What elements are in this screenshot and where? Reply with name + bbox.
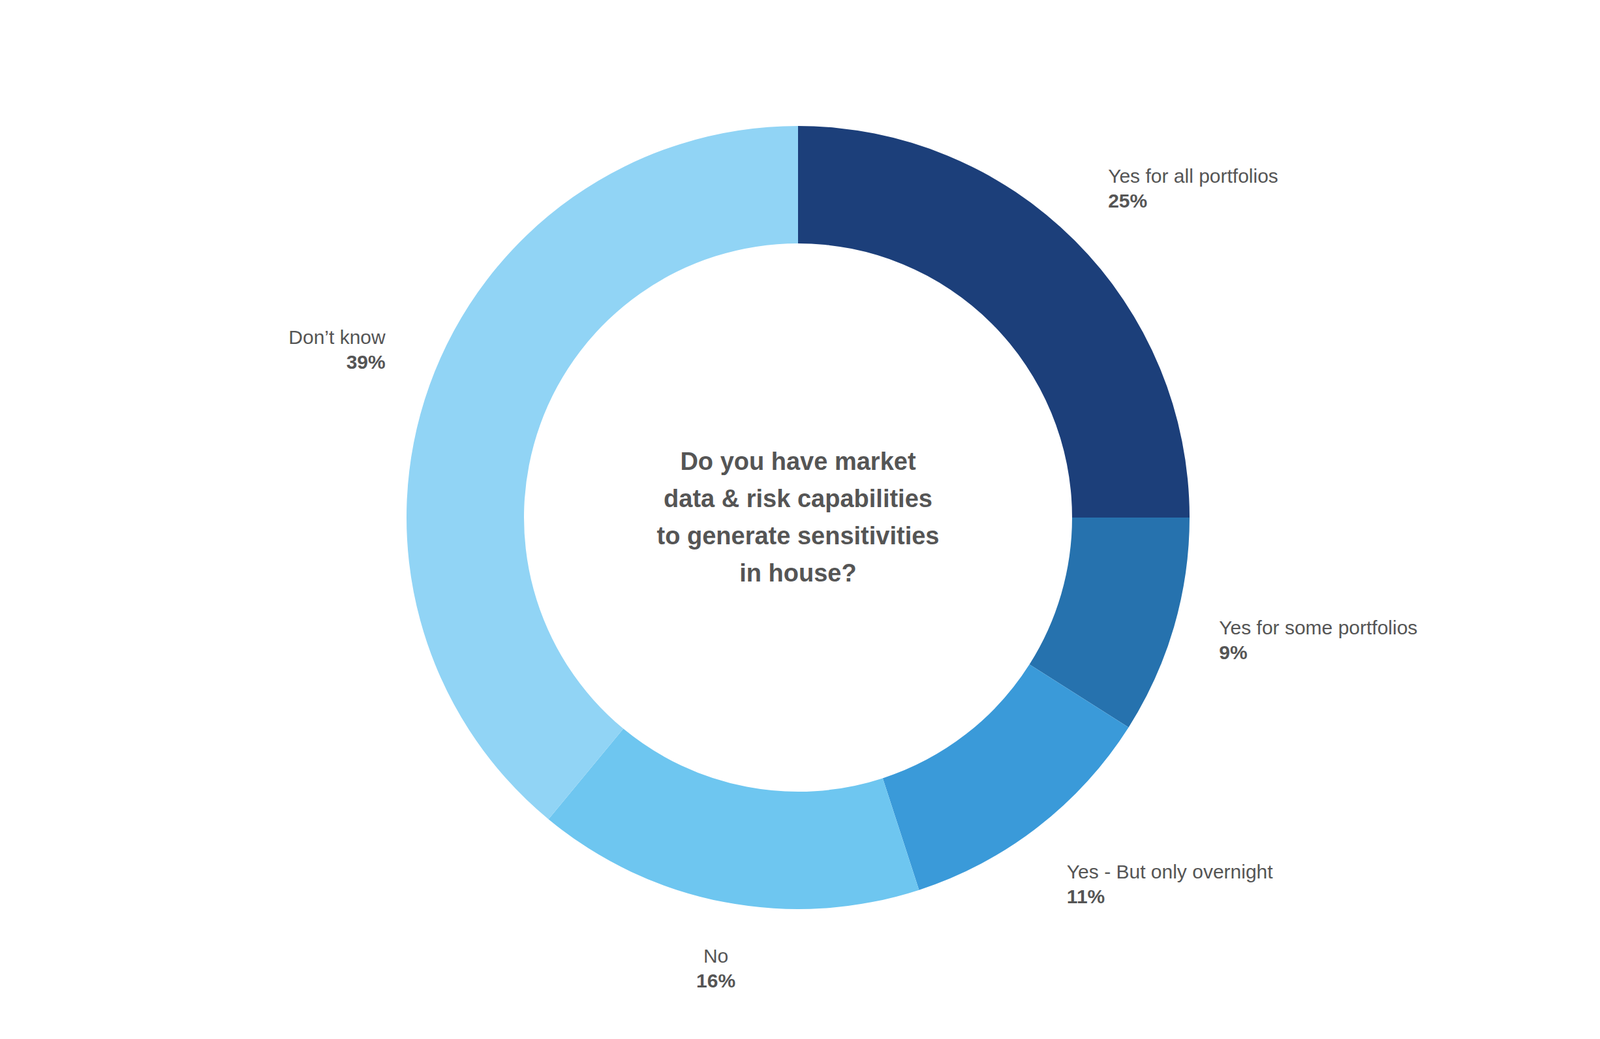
html-text:Do you have market: Do you have market xyxy=(680,447,916,476)
svg-text:Yes - But only overnight11%: Yes - But only overnight11% xyxy=(1066,860,1274,908)
svg-text:Yes for some portfolios9%: Yes for some portfolios9% xyxy=(1218,616,1418,663)
svg-text:Don’t know39%: Don’t know39% xyxy=(288,326,386,373)
svg-text:Yes for all portfolios25%: Yes for all portfolios25% xyxy=(1107,165,1279,212)
html-text:to generate sensitivities: to generate sensitivities xyxy=(656,522,940,550)
html-text:data & risk capabilities: data & risk capabilities xyxy=(663,484,933,513)
svg-text:No16%: No16% xyxy=(696,944,736,992)
html-text:in house?: in house? xyxy=(739,559,857,587)
